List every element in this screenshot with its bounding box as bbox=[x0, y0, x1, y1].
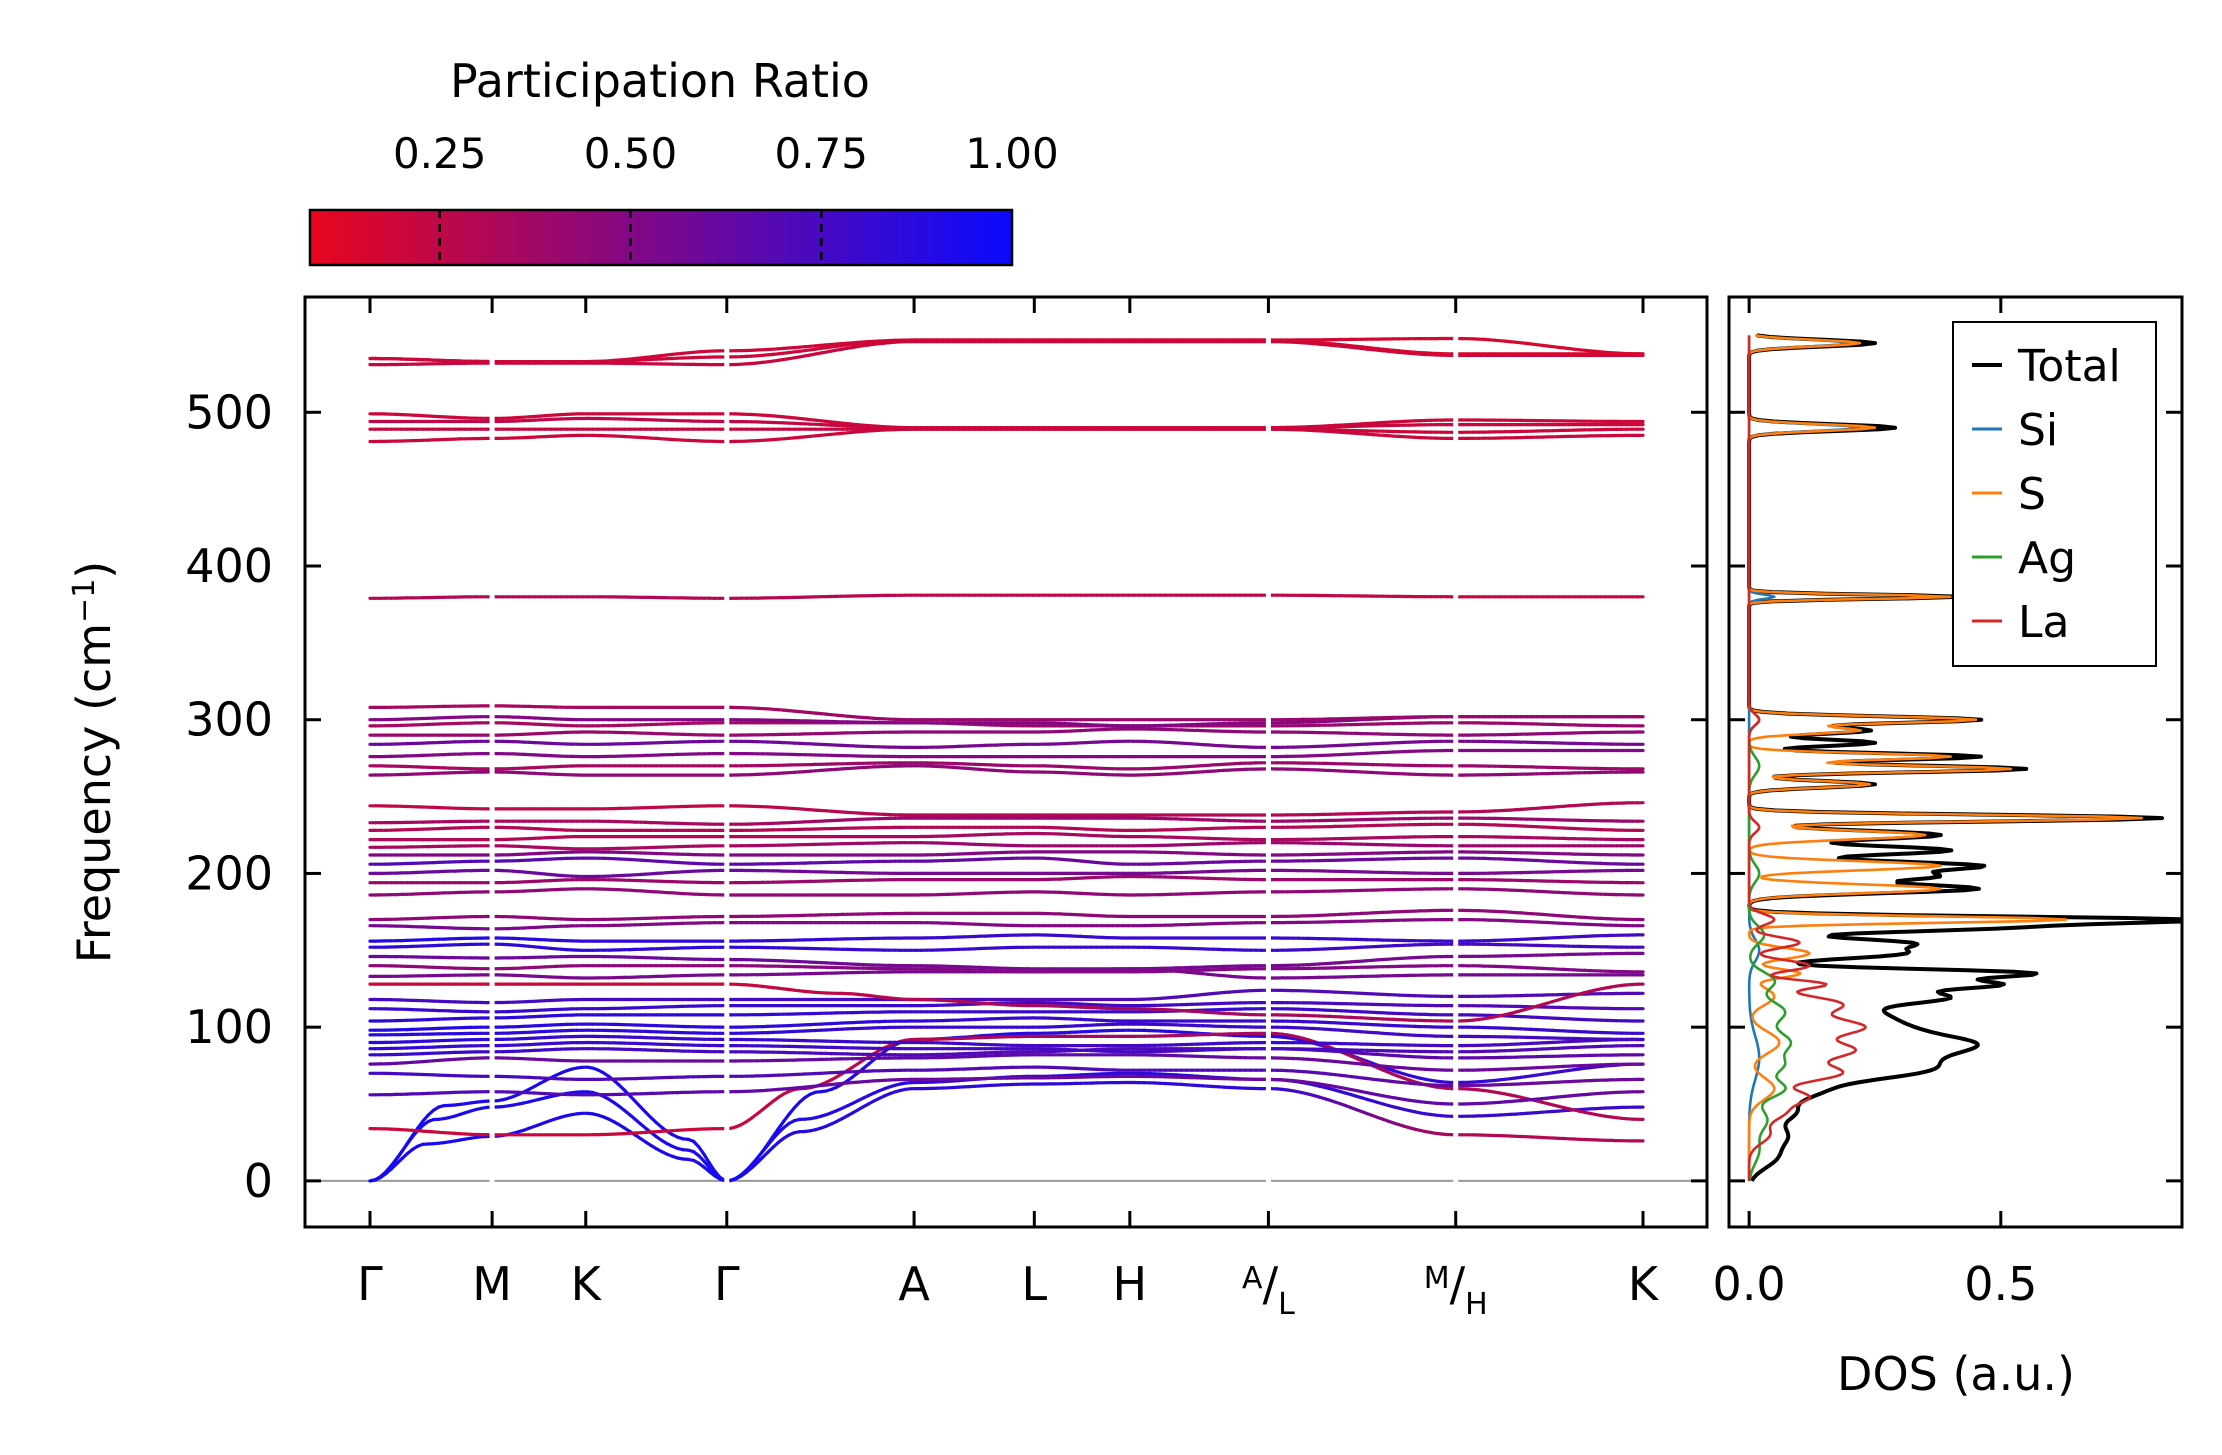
colorbar-gradient bbox=[308, 208, 1014, 267]
band-opt-57 bbox=[368, 1074, 1645, 1106]
band-acoustic-1 bbox=[368, 1080, 1645, 1183]
phonon-bands bbox=[368, 336, 1645, 1183]
colorbar-title: Participation Ratio bbox=[450, 54, 870, 108]
colorbar-ticks: 0.25 0.50 0.75 1.00 bbox=[393, 129, 1059, 265]
colorbar-tick-label: 0.25 bbox=[393, 129, 487, 178]
band-segment bbox=[702, 1152, 712, 1165]
colorbar-tick-label: 0.75 bbox=[774, 129, 868, 178]
colorbar: Participation Ratio 0.25 0.50 0.75 1.00 bbox=[308, 54, 1059, 267]
band-opt-152 bbox=[368, 942, 1645, 952]
colorbar-tick-label: 0.50 bbox=[584, 129, 678, 178]
band-opt-156 bbox=[368, 933, 1645, 943]
band-opt-118 bbox=[368, 988, 1645, 1005]
colorbar-tick-label: 1.00 bbox=[965, 129, 1059, 178]
